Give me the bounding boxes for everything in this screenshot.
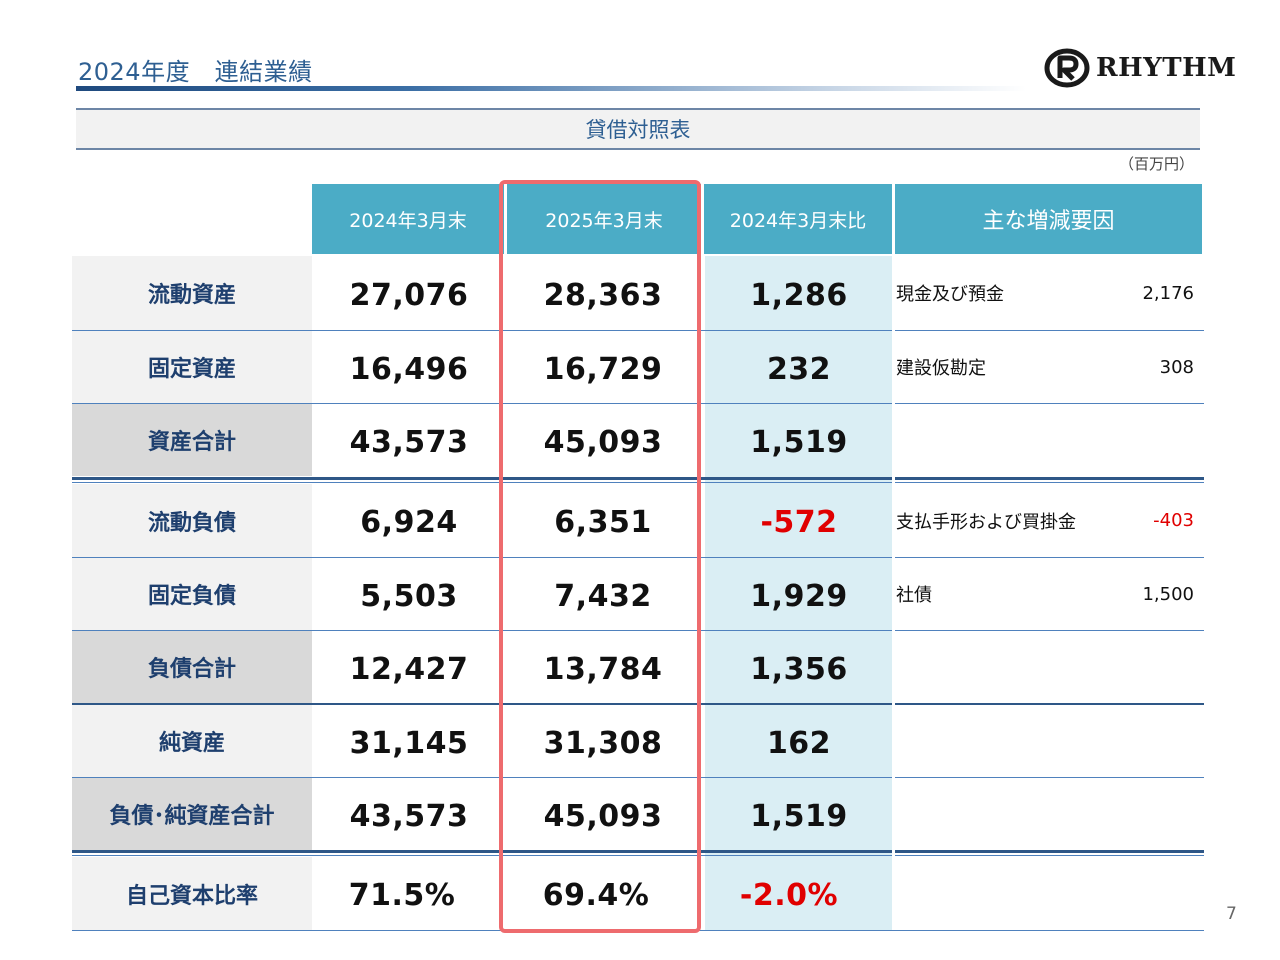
factor-name-current-assets: 現金及び預金 <box>896 284 1004 305</box>
cell-diff-current-assets: 1,286 <box>750 277 848 313</box>
cell-diff-equity-ratio: -2.0% <box>739 878 839 913</box>
cell-curr-current-liabilities: 6,351 <box>554 505 652 540</box>
section-title: 貸借対照表 <box>76 108 1200 150</box>
factor-name-fixed-assets: 建設仮勘定 <box>896 358 986 379</box>
cell-curr-fixed-assets: 16,729 <box>543 351 663 387</box>
cell-diff-fixed-liabilities: 1,929 <box>750 578 848 614</box>
page-title: 2024年度 連結業績 <box>78 58 313 86</box>
cell-curr-total-assets: 45,093 <box>543 424 663 460</box>
row-divider <box>72 630 1204 631</box>
col-header-factors: 主な増減要因 <box>895 184 1202 254</box>
cell-diff-total-assets: 1,519 <box>750 424 848 460</box>
rhythm-logo: RHYTHM <box>1044 48 1244 88</box>
row-divider <box>72 330 1204 331</box>
column-separator <box>892 184 895 930</box>
factor-name-fixed-liabilities: 社債 <box>896 585 932 606</box>
factor-value-fixed-liabilities: 1,500 <box>1142 583 1194 605</box>
cell-prev-total-liabilities-net-assets: 43,573 <box>349 798 469 834</box>
factor-value-current-assets: 2,176 <box>1142 282 1194 304</box>
section-divider <box>72 477 1204 483</box>
row-divider <box>72 403 1204 404</box>
title-underline <box>76 86 1026 91</box>
cell-curr-net-assets: 31,308 <box>543 725 663 761</box>
factor-value-current-liabilities: -403 <box>1153 510 1194 531</box>
cell-prev-equity-ratio: 71.5% <box>348 878 456 913</box>
row-label-net-assets: 純資産 <box>72 705 312 777</box>
row-label-current-liabilities: 流動負債 <box>72 484 312 557</box>
cell-prev-current-assets: 27,076 <box>349 277 469 313</box>
cell-diff-fixed-assets: 232 <box>766 351 832 387</box>
section-divider <box>72 850 1204 856</box>
cell-curr-total-liabilities-net-assets: 45,093 <box>543 798 663 834</box>
cell-diff-current-liabilities: -572 <box>760 505 838 540</box>
factor-value-fixed-assets: 308 <box>1159 356 1194 378</box>
cell-diff-net-assets: 162 <box>766 725 832 761</box>
row-divider <box>72 703 1204 705</box>
cell-prev-fixed-assets: 16,496 <box>349 351 469 387</box>
cell-prev-total-liabilities: 12,427 <box>349 651 469 687</box>
diff-column-bg <box>705 256 893 930</box>
row-label-fixed-liabilities: 固定負債 <box>72 558 312 630</box>
cell-prev-total-assets: 43,573 <box>349 424 469 460</box>
row-label-fixed-assets: 固定資産 <box>72 331 312 403</box>
cell-prev-net-assets: 31,145 <box>349 725 469 761</box>
page-number: 7 <box>1226 904 1237 924</box>
row-divider <box>72 777 1204 778</box>
cell-curr-fixed-liabilities: 7,432 <box>554 578 652 614</box>
row-label-total-assets: 資産合計 <box>72 404 312 476</box>
col-header-prev: 2024年3月末 <box>312 184 504 254</box>
cell-diff-total-liabilities-net-assets: 1,519 <box>750 798 848 834</box>
cell-curr-equity-ratio: 69.4% <box>542 878 650 913</box>
col-header-curr: 2025年3月末 <box>507 184 701 254</box>
cell-diff-total-liabilities: 1,356 <box>750 651 848 687</box>
row-divider <box>72 557 1204 558</box>
factor-name-current-liabilities: 支払手形および買掛金 <box>896 511 1076 533</box>
cell-prev-fixed-liabilities: 5,503 <box>360 578 458 614</box>
cell-curr-total-liabilities: 13,784 <box>543 651 663 687</box>
row-label-current-assets: 流動資産 <box>72 256 312 330</box>
row-label-total-liabilities: 負債合計 <box>72 631 312 703</box>
row-label-equity-ratio: 自己資本比率 <box>72 857 312 930</box>
col-header-diff: 2024年3月末比 <box>704 184 892 254</box>
cell-prev-current-liabilities: 6,924 <box>360 505 458 540</box>
unit-label: （百万円） <box>1118 155 1194 173</box>
row-label-total-liabilities-net-assets: 負債･純資産合計 <box>72 778 312 850</box>
cell-curr-current-assets: 28,363 <box>543 277 663 313</box>
rhythm-logo-icon <box>1044 48 1090 88</box>
rhythm-logo-text: RHYTHM <box>1096 53 1237 83</box>
current-year-highlight <box>499 180 701 933</box>
